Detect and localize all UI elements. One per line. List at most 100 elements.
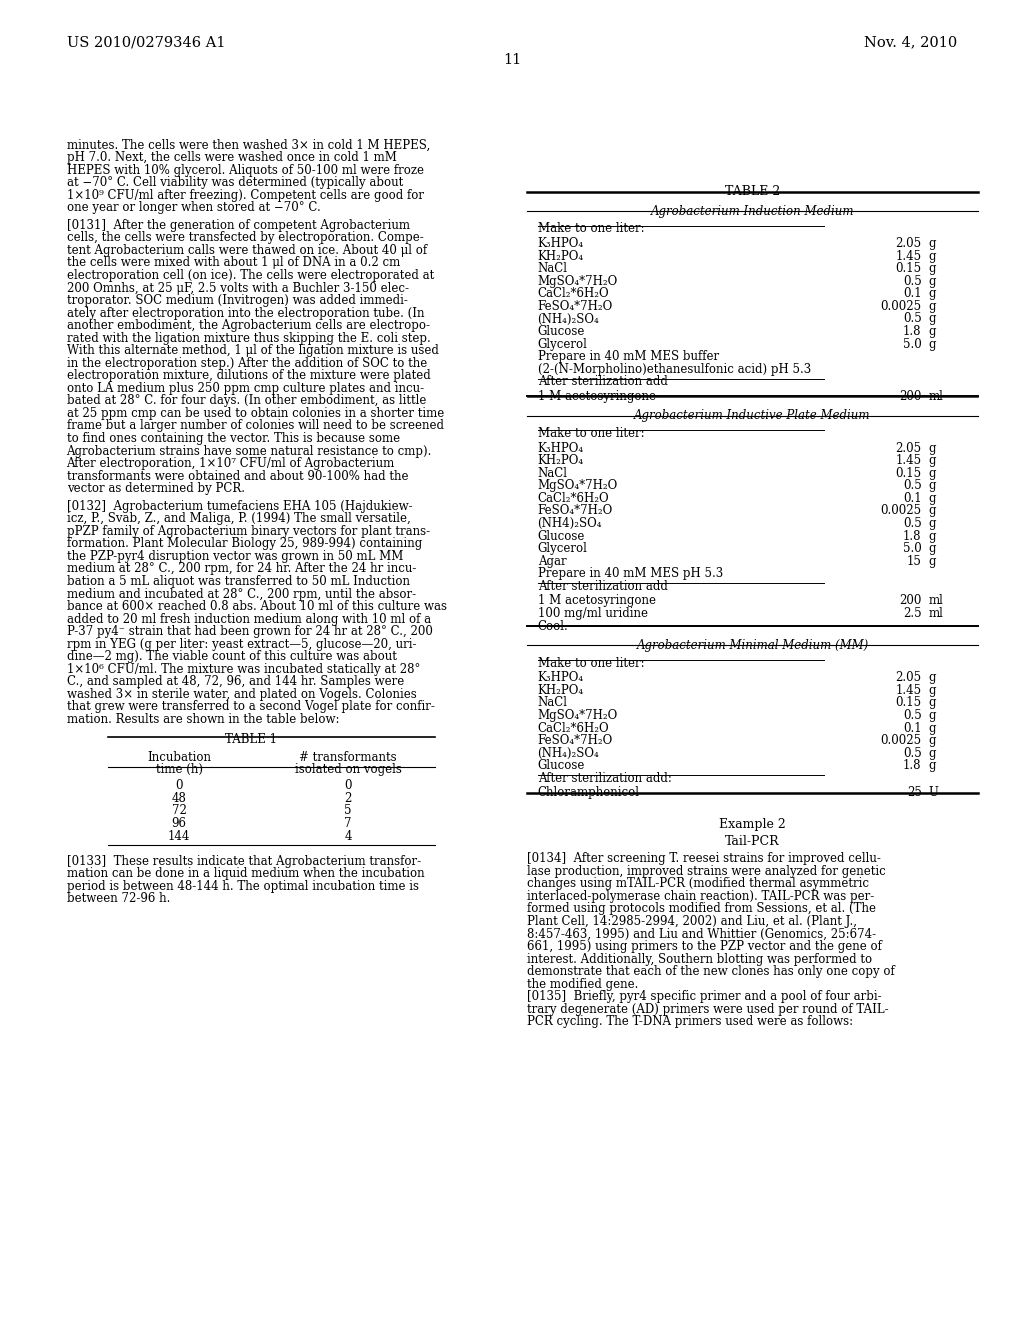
Text: frame but a larger number of colonies will need to be screened: frame but a larger number of colonies wi… [67,420,443,433]
Text: 0.1: 0.1 [903,288,922,301]
Text: 0.15: 0.15 [895,697,922,709]
Text: K₃HPO₄: K₃HPO₄ [538,442,584,455]
Text: formation. Plant Molecular Biology 25, 989-994) containing: formation. Plant Molecular Biology 25, 9… [67,537,422,550]
Text: vector as determined by PCR.: vector as determined by PCR. [67,482,245,495]
Text: NaCl: NaCl [538,467,567,480]
Text: (NH4)₂SO₄: (NH4)₂SO₄ [538,517,602,531]
Text: ml: ml [929,389,944,403]
Text: rated with the ligation mixture thus skipping the E. coli step.: rated with the ligation mixture thus ski… [67,331,430,345]
Text: 1 M acetosyringone: 1 M acetosyringone [538,389,655,403]
Text: Agar: Agar [538,554,566,568]
Text: 200: 200 [899,594,922,607]
Text: (NH₄)₂SO₄: (NH₄)₂SO₄ [538,313,599,326]
Text: at −70° C. Cell viability was determined (typically about: at −70° C. Cell viability was determined… [67,176,402,189]
Text: 0.0025: 0.0025 [881,504,922,517]
Text: between 72-96 h.: between 72-96 h. [67,892,170,906]
Text: the modified gene.: the modified gene. [527,978,639,991]
Text: 48: 48 [172,792,186,805]
Text: g: g [929,238,936,251]
Text: g: g [929,492,936,506]
Text: 5.0: 5.0 [903,338,922,351]
Text: g: g [929,543,936,556]
Text: cells, the cells were transfected by electroporation. Compe-: cells, the cells were transfected by ele… [67,231,423,244]
Text: KH₂PO₄: KH₂PO₄ [538,454,584,467]
Text: 0.15: 0.15 [895,467,922,480]
Text: washed 3× in sterile water, and plated on Vogels. Colonies: washed 3× in sterile water, and plated o… [67,688,417,701]
Text: C., and sampled at 48, 72, 96, and 144 hr. Samples were: C., and sampled at 48, 72, 96, and 144 h… [67,676,403,688]
Text: added to 20 ml fresh induction medium along with 10 ml of a: added to 20 ml fresh induction medium al… [67,612,431,626]
Text: 2.05: 2.05 [895,672,922,684]
Text: After electroporation, 1×10⁷ CFU/ml of Agrobacterium: After electroporation, 1×10⁷ CFU/ml of A… [67,457,395,470]
Text: K₃HPO₄: K₃HPO₄ [538,238,584,251]
Text: 25: 25 [906,787,922,800]
Text: K₃HPO₄: K₃HPO₄ [538,672,584,684]
Text: bance at 600× reached 0.8 abs. About 10 ml of this culture was: bance at 600× reached 0.8 abs. About 10 … [67,601,446,612]
Text: g: g [929,300,936,313]
Text: g: g [929,759,936,772]
Text: g: g [929,325,936,338]
Text: Nov. 4, 2010: Nov. 4, 2010 [864,36,957,50]
Text: g: g [929,722,936,734]
Text: 1.45: 1.45 [895,454,922,467]
Text: After sterilization add: After sterilization add [538,579,668,593]
Text: the PZP-pyr4 disruption vector was grown in 50 mL MM: the PZP-pyr4 disruption vector was grown… [67,550,402,562]
Text: interest. Additionally, Southern blotting was performed to: interest. Additionally, Southern blottin… [527,953,872,966]
Text: interlaced-polymerase chain reaction). TAIL-PCR was per-: interlaced-polymerase chain reaction). T… [527,890,874,903]
Text: 1×10⁹ CFU/ml after freezing). Competent cells are good for: 1×10⁹ CFU/ml after freezing). Competent … [67,189,424,202]
Text: 5.0: 5.0 [903,543,922,556]
Text: pPZP family of Agrobacterium binary vectors for plant trans-: pPZP family of Agrobacterium binary vect… [67,525,430,537]
Text: Agrobacterium Induction Medium: Agrobacterium Induction Medium [651,205,854,218]
Text: Prepare in 40 mM MES pH 5.3: Prepare in 40 mM MES pH 5.3 [538,568,723,581]
Text: 2.5: 2.5 [903,607,922,620]
Text: trary degenerate (AD) primers were used per round of TAIL-: trary degenerate (AD) primers were used … [527,1003,889,1016]
Text: Make to one liter:: Make to one liter: [538,426,644,440]
Text: g: g [929,747,936,759]
Text: 2.05: 2.05 [895,442,922,455]
Text: Agrobacterium strains have some natural resistance to cmp).: Agrobacterium strains have some natural … [67,445,432,458]
Text: [0133]  These results indicate that Agrobacterium transfor-: [0133] These results indicate that Agrob… [67,854,421,867]
Text: formed using protocols modified from Sessions, et al. (The: formed using protocols modified from Ses… [527,903,877,916]
Text: isolated on vogels: isolated on vogels [295,763,401,776]
Text: NaCl: NaCl [538,263,567,276]
Text: electroporation mixture, dilutions of the mixture were plated: electroporation mixture, dilutions of th… [67,370,430,383]
Text: 1.8: 1.8 [903,325,922,338]
Text: Cool.: Cool. [538,619,568,632]
Text: 4: 4 [344,829,352,842]
Text: Incubation: Incubation [147,751,211,763]
Text: 1.8: 1.8 [903,529,922,543]
Text: After sterilization add: After sterilization add [538,375,668,388]
Text: MgSO₄*7H₂O: MgSO₄*7H₂O [538,275,617,288]
Text: U: U [929,787,939,800]
Text: g: g [929,709,936,722]
Text: CaCl₂*6H₂O: CaCl₂*6H₂O [538,288,609,301]
Text: 0.5: 0.5 [903,709,922,722]
Text: onto LA medium plus 250 ppm cmp culture plates and incu-: onto LA medium plus 250 ppm cmp culture … [67,381,424,395]
Text: g: g [929,529,936,543]
Text: time (h): time (h) [156,763,203,776]
Text: 0.5: 0.5 [903,747,922,759]
Text: medium at 28° C., 200 rpm, for 24 hr. After the 24 hr incu-: medium at 28° C., 200 rpm, for 24 hr. Af… [67,562,416,576]
Text: g: g [929,263,936,276]
Text: g: g [929,249,936,263]
Text: g: g [929,479,936,492]
Text: Example 2: Example 2 [719,818,786,832]
Text: 96: 96 [172,817,186,830]
Text: 1×10⁶ CFU/ml. The mixture was incubated statically at 28°: 1×10⁶ CFU/ml. The mixture was incubated … [67,663,420,676]
Text: the cells were mixed with about 1 μl of DNA in a 0.2 cm: the cells were mixed with about 1 μl of … [67,256,399,269]
Text: 100 mg/ml uridine: 100 mg/ml uridine [538,607,647,620]
Text: 0.5: 0.5 [903,313,922,326]
Text: pH 7.0. Next, the cells were washed once in cold 1 mM: pH 7.0. Next, the cells were washed once… [67,150,396,164]
Text: g: g [929,734,936,747]
Text: mation can be done in a liquid medium when the incubation: mation can be done in a liquid medium wh… [67,867,424,880]
Text: 0.5: 0.5 [903,517,922,531]
Text: g: g [929,697,936,709]
Text: tent Agrobacterium calls were thawed on ice. About 40 μl of: tent Agrobacterium calls were thawed on … [67,244,427,257]
Text: 15: 15 [906,554,922,568]
Text: (NH₄)₂SO₄: (NH₄)₂SO₄ [538,747,599,759]
Text: that grew were transferred to a second Vogel plate for confir-: that grew were transferred to a second V… [67,701,434,713]
Text: Plant Cell, 14:2985-2994, 2002) and Liu, et al. (Plant J.,: Plant Cell, 14:2985-2994, 2002) and Liu,… [527,915,857,928]
Text: mation. Results are shown in the table below:: mation. Results are shown in the table b… [67,713,339,726]
Text: ately after electroporation into the electroporation tube. (In: ately after electroporation into the ele… [67,306,424,319]
Text: in the electroporation step.) After the addition of SOC to the: in the electroporation step.) After the … [67,356,427,370]
Text: icz, P., Svab, Z., and Maliga, P. (1994) The small versatile,: icz, P., Svab, Z., and Maliga, P. (1994)… [67,512,411,525]
